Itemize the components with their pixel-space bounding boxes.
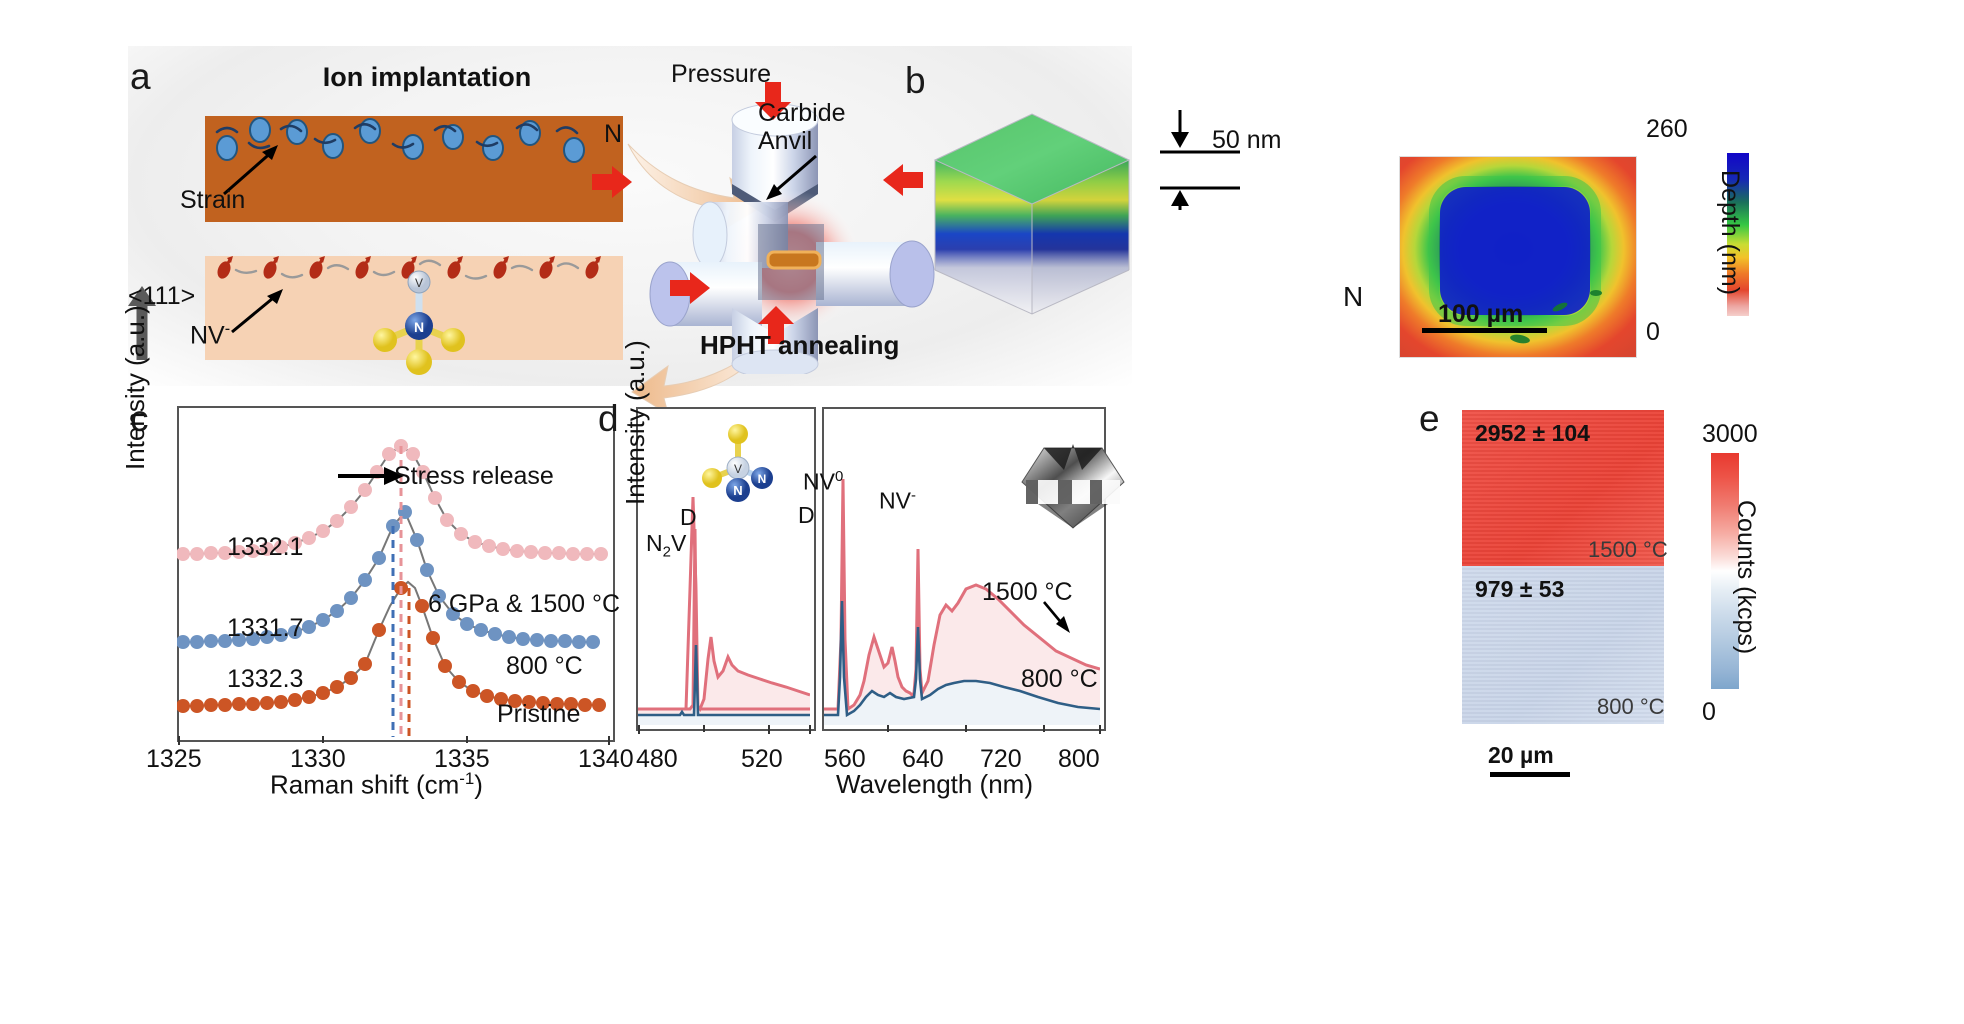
cube-species-label: N bbox=[1343, 281, 1364, 312]
depth-scale-bar bbox=[1422, 328, 1547, 333]
raman-xtick-1340: 1340 bbox=[578, 745, 634, 773]
stress-release-arrow-icon bbox=[338, 467, 404, 485]
depth-colorbar bbox=[1727, 153, 1749, 316]
svg-text:N: N bbox=[414, 319, 424, 335]
pl-xtick-640: 640 bbox=[902, 745, 944, 773]
panel-label-c: c bbox=[130, 398, 149, 439]
pl-peak-d-left-label: D bbox=[680, 504, 697, 530]
counts-colorbar-label: Counts (kcps) bbox=[1732, 500, 1760, 655]
pl-x-ticks bbox=[638, 725, 1101, 734]
pl-xtick-560: 560 bbox=[824, 745, 866, 773]
strain-arrow-icon bbox=[223, 145, 278, 196]
pl-peak-nv0-label: NV0 bbox=[803, 468, 844, 495]
pl-1500-pointer-icon bbox=[1043, 601, 1070, 633]
raman-legend-pristine: Pristine bbox=[497, 700, 581, 728]
pressure-arrow-top-icon bbox=[755, 82, 791, 120]
counts-colorbar-min: 0 bbox=[1702, 698, 1716, 726]
carbide-anvil-label: Carbide Anvil bbox=[758, 99, 846, 155]
svg-text:N: N bbox=[758, 472, 767, 486]
depth-scale-bar-label: 100 µm bbox=[1438, 300, 1524, 328]
pl-xtick-800: 800 bbox=[1058, 745, 1100, 773]
stress-release-annotation: Stress release bbox=[394, 462, 554, 490]
counts-colorbar-max: 3000 bbox=[1702, 420, 1758, 448]
panel-label-d: d bbox=[598, 398, 619, 439]
confocal-value-1500: 2952 ± 104 bbox=[1475, 420, 1590, 446]
confocal-temp-800: 800 °C bbox=[1597, 694, 1665, 719]
confocal-map-800 bbox=[1462, 566, 1664, 724]
pl-trace-1500-label: 1500 °C bbox=[982, 578, 1073, 606]
pressure-label: Pressure bbox=[671, 60, 772, 88]
pressure-arrow-bottom-icon bbox=[758, 306, 794, 344]
svg-text:V: V bbox=[415, 276, 423, 290]
raman-legend-800: 800 °C bbox=[506, 652, 583, 680]
crystal-direction-label: <111> bbox=[128, 282, 196, 310]
depth-colorbar-max: 260 bbox=[1646, 115, 1688, 143]
confocal-scale-bar bbox=[1490, 772, 1570, 777]
depth-map-image bbox=[1399, 156, 1637, 358]
pressure-arrow-lower-left-icon bbox=[670, 272, 710, 304]
hpht-annealing-label: HPHT annealing bbox=[700, 330, 900, 360]
raman-y-axis-label: Intensity (a.u.) bbox=[120, 305, 150, 470]
raman-x-axis-label: Raman shift (cm-1) bbox=[270, 769, 483, 800]
pl-peak-nvminus-label: NV- bbox=[879, 487, 916, 514]
implanted-diamond-slab bbox=[205, 116, 623, 222]
pl-peak-n2v-label: N2V bbox=[646, 530, 687, 561]
counts-colorbar bbox=[1711, 453, 1739, 689]
carbide-pointer-icon bbox=[766, 154, 817, 200]
confocal-value-800: 979 ± 53 bbox=[1475, 576, 1565, 602]
raman-x-ticks bbox=[178, 736, 610, 745]
pl-xtick-720: 720 bbox=[980, 745, 1022, 773]
n2v-molecule-icon: V N N bbox=[702, 424, 773, 502]
panel-label-a: a bbox=[130, 56, 151, 97]
nv-molecule-icon: V N bbox=[373, 270, 465, 375]
raman-xtick-1325: 1325 bbox=[146, 745, 202, 773]
crystal-direction-arrow-icon bbox=[128, 286, 156, 360]
confocal-map-1500 bbox=[1462, 410, 1664, 566]
pl-right-curves bbox=[824, 478, 1100, 725]
raman-peak-800-label: 1331.7 bbox=[227, 614, 304, 642]
nitrogen-species-label: N bbox=[604, 120, 623, 148]
pl-x-axis-label: Wavelength (nm) bbox=[836, 769, 1033, 799]
thickness-label: 50 nm bbox=[1212, 126, 1282, 154]
pl-left-curves bbox=[638, 496, 810, 725]
pl-trace-800-label: 800 °C bbox=[1021, 665, 1098, 693]
raman-peak-1500-label: 1332.1 bbox=[227, 533, 304, 561]
nv-arrow-icon bbox=[231, 289, 283, 334]
raman-xtick-1335: 1335 bbox=[434, 745, 490, 773]
diamond-photo-icon bbox=[1021, 444, 1125, 529]
pressure-arrow-left-icon bbox=[592, 166, 632, 198]
svg-text:V: V bbox=[734, 462, 742, 476]
depth-colorbar-min: 0 bbox=[1646, 318, 1660, 346]
strain-label: Strain bbox=[180, 186, 246, 214]
svg-text:N: N bbox=[733, 483, 742, 498]
confocal-temp-1500: 1500 °C bbox=[1588, 537, 1668, 562]
raman-legend-1500: 6 GPa & 1500 °C bbox=[428, 590, 621, 618]
raman-xtick-1330: 1330 bbox=[290, 745, 346, 773]
pl-peak-d-right-label: D bbox=[798, 502, 815, 528]
panel-label-b: b bbox=[905, 60, 926, 101]
ion-implantation-title: Ion implantation bbox=[322, 62, 532, 92]
pl-xtick-520: 520 bbox=[741, 745, 783, 773]
nv-center-label: NV- bbox=[190, 320, 231, 350]
raman-plot-frame bbox=[177, 406, 615, 742]
confocal-scale-bar-label: 20 µm bbox=[1488, 742, 1554, 768]
panel-label-e: e bbox=[1419, 398, 1440, 439]
implanted-ions-group bbox=[215, 117, 585, 163]
raman-peak-pristine-label: 1332.3 bbox=[227, 665, 304, 693]
pl-xtick-480: 480 bbox=[636, 745, 678, 773]
depth-colorbar-label: Depth (nm) bbox=[1716, 170, 1744, 296]
pressure-arrow-upper-right-icon bbox=[883, 164, 923, 196]
thickness-bracket-icon bbox=[1160, 110, 1240, 210]
nitrogen-depth-cube-3d bbox=[933, 113, 1131, 315]
